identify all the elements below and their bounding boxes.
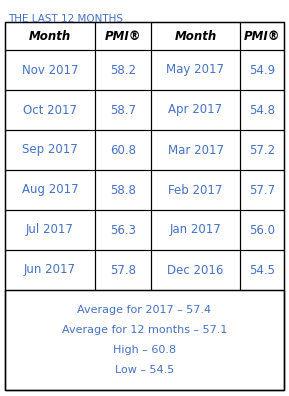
Bar bbox=[5, 210, 95, 250]
Bar bbox=[151, 90, 240, 130]
Bar bbox=[5, 50, 95, 90]
Bar bbox=[240, 50, 284, 90]
Text: 57.8: 57.8 bbox=[110, 263, 136, 276]
Text: High – 60.8: High – 60.8 bbox=[113, 345, 176, 355]
Text: Aug 2017: Aug 2017 bbox=[22, 183, 78, 196]
Bar bbox=[5, 250, 95, 290]
Text: Average for 2017 – 57.4: Average for 2017 – 57.4 bbox=[77, 305, 212, 315]
Bar bbox=[240, 22, 284, 50]
Text: 58.2: 58.2 bbox=[110, 63, 136, 76]
Bar bbox=[151, 22, 240, 50]
Text: Dec 2016: Dec 2016 bbox=[167, 263, 224, 276]
Text: Jun 2017: Jun 2017 bbox=[24, 263, 76, 276]
Text: Jul 2017: Jul 2017 bbox=[26, 223, 74, 236]
Text: 54.8: 54.8 bbox=[249, 103, 275, 116]
Text: Feb 2017: Feb 2017 bbox=[168, 183, 223, 196]
Text: 54.9: 54.9 bbox=[249, 63, 275, 76]
Text: 57.2: 57.2 bbox=[249, 143, 275, 156]
Text: Month: Month bbox=[29, 29, 71, 42]
Text: PMI®: PMI® bbox=[105, 29, 141, 42]
Bar bbox=[95, 22, 151, 50]
Bar bbox=[95, 210, 151, 250]
Text: 60.8: 60.8 bbox=[110, 143, 136, 156]
Text: Low – 54.5: Low – 54.5 bbox=[115, 365, 174, 375]
Text: Apr 2017: Apr 2017 bbox=[168, 103, 223, 116]
Text: 58.7: 58.7 bbox=[110, 103, 136, 116]
Text: 56.0: 56.0 bbox=[249, 223, 275, 236]
Bar bbox=[95, 50, 151, 90]
Bar bbox=[151, 210, 240, 250]
Text: May 2017: May 2017 bbox=[166, 63, 225, 76]
Text: Mar 2017: Mar 2017 bbox=[168, 143, 223, 156]
Text: Oct 2017: Oct 2017 bbox=[23, 103, 77, 116]
Bar bbox=[240, 90, 284, 130]
Text: 58.8: 58.8 bbox=[110, 183, 136, 196]
Bar bbox=[151, 250, 240, 290]
Bar bbox=[5, 130, 95, 170]
Bar bbox=[151, 170, 240, 210]
Text: 57.7: 57.7 bbox=[249, 183, 275, 196]
Bar bbox=[151, 130, 240, 170]
Text: Nov 2017: Nov 2017 bbox=[22, 63, 78, 76]
Bar bbox=[240, 130, 284, 170]
Bar bbox=[5, 290, 284, 390]
Bar bbox=[95, 170, 151, 210]
Bar bbox=[240, 250, 284, 290]
Bar bbox=[240, 170, 284, 210]
Bar bbox=[95, 250, 151, 290]
Text: Average for 12 months – 57.1: Average for 12 months – 57.1 bbox=[62, 325, 227, 335]
Bar bbox=[5, 22, 95, 50]
Bar bbox=[151, 50, 240, 90]
Bar bbox=[95, 130, 151, 170]
Text: THE LAST 12 MONTHS: THE LAST 12 MONTHS bbox=[8, 14, 123, 24]
Text: Month: Month bbox=[174, 29, 217, 42]
Bar bbox=[5, 170, 95, 210]
Text: Jan 2017: Jan 2017 bbox=[170, 223, 221, 236]
Bar bbox=[240, 210, 284, 250]
Text: Sep 2017: Sep 2017 bbox=[22, 143, 78, 156]
Text: PMI®: PMI® bbox=[244, 29, 280, 42]
Bar bbox=[5, 90, 95, 130]
Text: 56.3: 56.3 bbox=[110, 223, 136, 236]
Bar bbox=[95, 90, 151, 130]
Text: 54.5: 54.5 bbox=[249, 263, 275, 276]
